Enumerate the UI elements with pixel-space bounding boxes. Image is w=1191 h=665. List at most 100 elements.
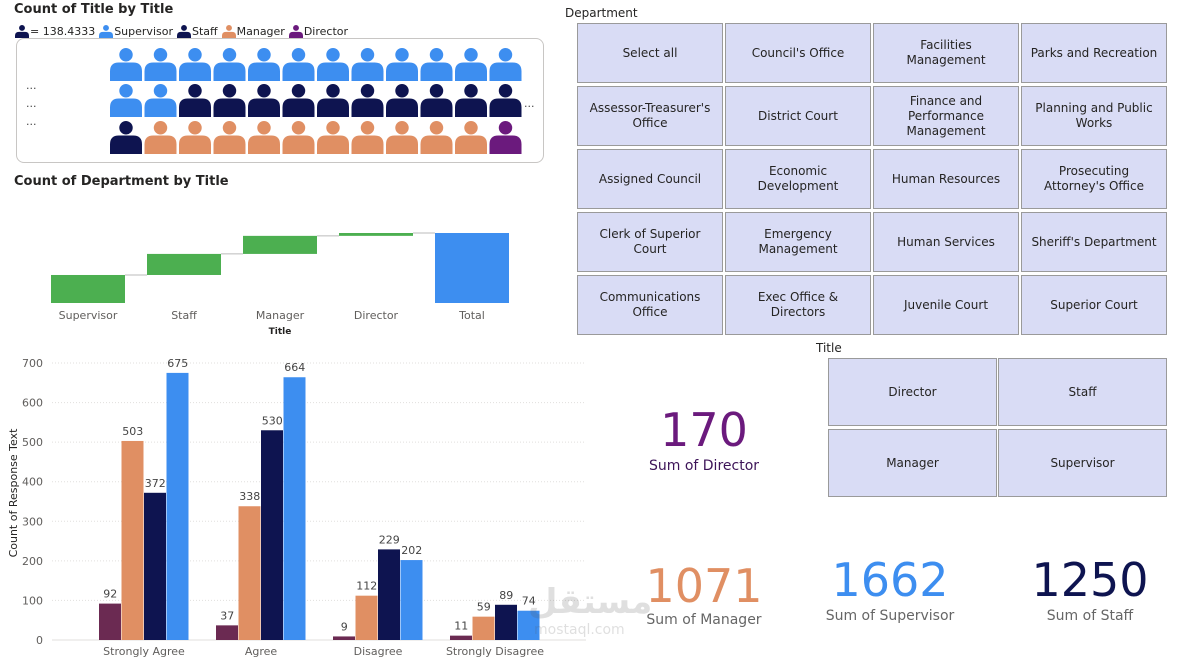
- department-option[interactable]: Facilities Management: [873, 23, 1019, 83]
- kpi-staff-label: Sum of Staff: [1046, 608, 1134, 624]
- column-bar[interactable]: [121, 440, 144, 640]
- pictograph-legend: = 138.4333 Supervisor Staff Manager Director: [15, 23, 352, 39]
- column-bar[interactable]: [333, 636, 355, 640]
- right-ellipsis: ...: [524, 97, 535, 110]
- kpi-manager: 1071 Sum of Manager: [624, 560, 784, 628]
- department-option[interactable]: Council's Office: [725, 23, 871, 83]
- response-column-chart[interactable]: 0 100 200 300 400 500 600 700 Count of Response …: [0, 345, 590, 665]
- legend-item-manager[interactable]: Manager: [221, 24, 285, 38]
- waterfall-chart[interactable]: Supervisor Staff Manager Director Total Title: [0, 190, 540, 340]
- waterfall-bar-manager[interactable]: [243, 235, 317, 254]
- kpi-staff-value: 1250: [1031, 553, 1149, 607]
- department-option[interactable]: Communications Office: [577, 275, 723, 335]
- y-tick-label: 700: [22, 357, 43, 370]
- department-option[interactable]: Parks and Recreation: [1021, 23, 1167, 83]
- person-icon: [110, 48, 142, 81]
- person-icon: [386, 84, 418, 117]
- person-icon: [455, 84, 487, 117]
- person-icon: [420, 84, 453, 117]
- data-label: 37: [220, 609, 234, 622]
- data-label: 229: [379, 533, 400, 546]
- waterfall-bar-director[interactable]: [339, 233, 413, 236]
- column-bar[interactable]: [144, 492, 166, 640]
- column-bar[interactable]: [216, 625, 238, 640]
- waterfall-bar-total[interactable]: [435, 233, 509, 303]
- department-option[interactable]: Superior Court: [1021, 275, 1167, 335]
- person-icon: [144, 121, 177, 154]
- department-option[interactable]: District Court: [725, 86, 871, 146]
- person-icon: [351, 48, 384, 81]
- kpi-manager-value: 1071: [645, 559, 763, 613]
- data-label: 89: [499, 589, 513, 602]
- department-option[interactable]: Human Resources: [873, 149, 1019, 209]
- department-option[interactable]: Finance and Performance Management: [873, 86, 1019, 146]
- legend-person-icon: [176, 25, 191, 38]
- x-tick-label: Strongly Disagree: [446, 645, 544, 658]
- legend-item-director[interactable]: Director: [288, 24, 348, 38]
- waterfall-bar-supervisor[interactable]: [51, 274, 125, 303]
- person-icon: [489, 121, 522, 154]
- department-option[interactable]: Human Services: [873, 212, 1019, 272]
- data-label: 338: [239, 490, 260, 503]
- kpi-director-label: Sum of Director: [648, 458, 760, 474]
- column-bar[interactable]: [166, 372, 189, 640]
- watermark-url: mostaql.com: [534, 622, 625, 638]
- title-option[interactable]: Manager: [828, 429, 997, 497]
- waterfall-bar-staff[interactable]: [147, 253, 221, 275]
- waterfall-title: Count of Department by Title: [14, 174, 229, 189]
- data-label: 92: [103, 588, 117, 601]
- title-option[interactable]: Staff: [998, 358, 1167, 426]
- waterfall-tick-label: Manager: [256, 309, 305, 322]
- person-icon: [420, 121, 453, 154]
- y-tick-label: 600: [22, 397, 43, 410]
- title-option[interactable]: Supervisor: [998, 429, 1167, 497]
- legend-item-staff[interactable]: Staff: [176, 24, 218, 38]
- department-option[interactable]: Juvenile Court: [873, 275, 1019, 335]
- department-option[interactable]: Economic Development: [725, 149, 871, 209]
- department-option[interactable]: Assessor-Treasurer's Office: [577, 86, 723, 146]
- person-icon: [248, 121, 280, 154]
- mostaql-watermark: مستقل mostaql.com: [528, 582, 668, 657]
- data-label: 112: [356, 580, 377, 593]
- data-label: 530: [262, 414, 283, 427]
- person-icon: [386, 48, 418, 81]
- kpi-staff: 1250 Sum of Staff: [1010, 554, 1170, 624]
- column-bar[interactable]: [99, 603, 121, 640]
- title-option[interactable]: Director: [828, 358, 997, 426]
- department-option[interactable]: Emergency Management: [725, 212, 871, 272]
- waterfall-tick-label: Total: [458, 309, 485, 322]
- legend-item-supervisor[interactable]: Supervisor: [99, 24, 173, 38]
- person-icon: [455, 121, 487, 154]
- department-option[interactable]: Prosecuting Attorney's Office: [1021, 149, 1167, 209]
- department-option[interactable]: Sheriff's Department: [1021, 212, 1167, 272]
- person-icon: [351, 84, 384, 117]
- pictograph-visual[interactable]: ... ... ... ...: [16, 38, 544, 163]
- column-bar[interactable]: [378, 549, 400, 640]
- department-option[interactable]: Clerk of Superior Court: [577, 212, 723, 272]
- person-icon: [213, 121, 246, 154]
- department-option[interactable]: Planning and Public Works: [1021, 86, 1167, 146]
- person-icon: [110, 84, 142, 117]
- y-tick-label: 300: [22, 515, 43, 528]
- column-bar[interactable]: [450, 635, 472, 640]
- data-label: 9: [341, 620, 348, 633]
- column-bar[interactable]: [261, 430, 283, 640]
- column-bar[interactable]: [283, 377, 306, 640]
- person-icon: [179, 84, 211, 117]
- column-bar[interactable]: [355, 595, 378, 640]
- person-icon: [213, 84, 246, 117]
- department-option[interactable]: Exec Office & Directors: [725, 275, 871, 335]
- department-option[interactable]: Assigned Council: [577, 149, 723, 209]
- column-bar[interactable]: [472, 616, 495, 640]
- person-icon: [455, 48, 487, 81]
- column-bar[interactable]: [400, 560, 423, 640]
- person-icon: [489, 84, 522, 117]
- title-slicer-title: Title: [816, 341, 842, 355]
- kpi-manager-label: Sum of Manager: [646, 612, 762, 628]
- column-bar[interactable]: [238, 506, 261, 640]
- department-option[interactable]: Select all: [577, 23, 723, 83]
- column-bar[interactable]: [517, 610, 540, 640]
- person-icon: [179, 121, 211, 154]
- waterfall-tick-label: Director: [354, 309, 399, 322]
- column-bar[interactable]: [495, 604, 517, 640]
